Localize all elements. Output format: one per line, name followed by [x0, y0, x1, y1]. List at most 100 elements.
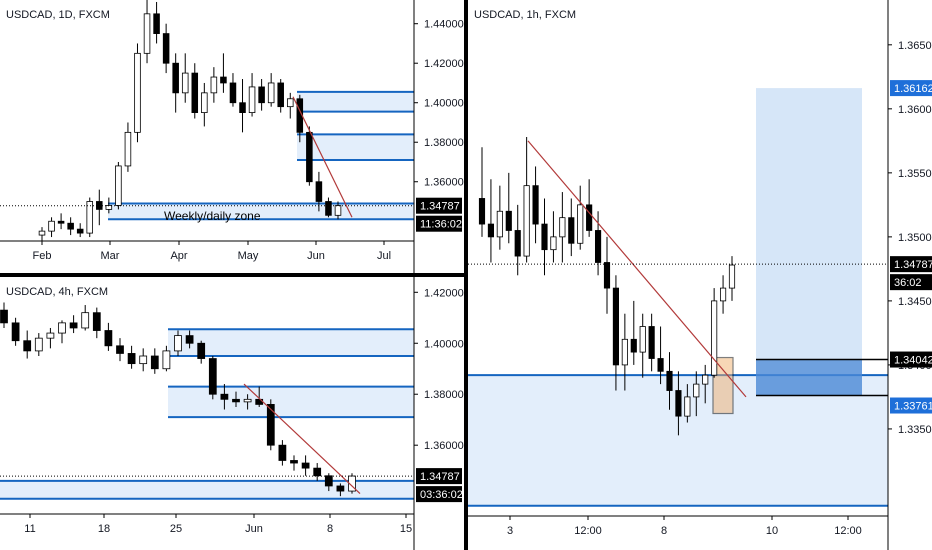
daily-chart-panel[interactable]: Weekly/daily zone 1.44000 1.42000 1.40000 1.… [0, 0, 464, 274]
trendline [527, 140, 747, 398]
price-tag: 1.34787 [420, 201, 460, 213]
candle-body [220, 76, 227, 84]
vertical-divider[interactable] [464, 0, 468, 550]
h4-chart-panel[interactable]: 1.42000 1.40000 1.38000 1.36000 11 18 25 Jun 8 15… [0, 277, 464, 550]
x-tick-label: 15 [400, 523, 412, 535]
candle-body [139, 355, 148, 365]
candle-body [505, 210, 512, 231]
candle-body [639, 326, 646, 353]
candle-body [586, 204, 593, 231]
trendline [292, 96, 353, 218]
price-axis-bg [414, 277, 464, 550]
y-tick-label: 1.44000 [424, 19, 464, 31]
x-tick-label: Apr [170, 250, 187, 262]
candle-body [143, 13, 151, 54]
target-zone [756, 88, 862, 360]
countdown-tag-bg [890, 274, 932, 291]
h1-chart-panel[interactable]: 1.36500 1.36000 1.35500 1.35000 1.34500 1.340… [468, 0, 932, 550]
candle-body [232, 398, 240, 403]
candle-body [711, 300, 718, 376]
x-tick-label: 8 [661, 525, 667, 537]
candle-body [201, 92, 208, 113]
candle-body [630, 338, 637, 353]
candle-body [267, 82, 275, 104]
candle-body [197, 342, 206, 359]
candle-body [76, 228, 84, 234]
candle-body [612, 287, 620, 366]
y-tick-label: 1.34500 [898, 296, 932, 308]
y-tick-label: 1.35000 [898, 232, 932, 244]
y-tick-label: 1.38000 [424, 137, 464, 149]
candle-body [266, 404, 275, 446]
h4-chart-title: USDCAD, 4h, FXCM [6, 286, 109, 298]
candle-body [104, 330, 113, 347]
candle-body [728, 264, 736, 289]
candle-body [277, 82, 284, 108]
zone-annotation: Weekly/daily zone [164, 209, 261, 223]
candle-body [541, 223, 548, 251]
h4-chart[interactable]: 1.42000 1.40000 1.38000 1.36000 11 18 25 Jun 8 15… [0, 277, 464, 550]
candle-body [81, 312, 90, 329]
countdown-tag: 03:36:02 [420, 489, 463, 501]
candle-body [301, 462, 310, 469]
candle-body [478, 198, 486, 225]
target-price-tag-bg [890, 80, 932, 97]
y-tick-label: 1.36000 [424, 177, 464, 189]
candle-body [127, 353, 136, 365]
candle-body [336, 485, 345, 492]
x-tick-label: 12:00 [574, 525, 602, 537]
candle-body [684, 396, 691, 417]
candle-body [23, 340, 32, 352]
candle-body [278, 444, 287, 461]
candle-body [134, 52, 141, 133]
candle-body [58, 322, 66, 334]
daily-chart[interactable]: Weekly/daily zone 1.44000 1.42000 1.40000 1.… [0, 0, 464, 274]
candle-body [57, 220, 65, 224]
zone-band [168, 386, 414, 418]
candle-body [621, 338, 628, 366]
trendline [243, 383, 361, 495]
price-tag: 1.34787 [894, 259, 932, 271]
candle-body [124, 131, 132, 167]
zone-band [0, 480, 414, 499]
candle-body [523, 185, 530, 257]
h1-chart[interactable]: 1.36500 1.36000 1.35500 1.35000 1.34500 1.340… [468, 0, 932, 550]
x-tick-label: 12:00 [834, 525, 862, 537]
horizontal-divider[interactable] [0, 273, 464, 277]
candle-body [243, 398, 252, 403]
x-tick-label: Mar [101, 250, 120, 262]
x-tick-label: Feb [33, 250, 52, 262]
entry-price-tag: 1.34042 [894, 355, 932, 367]
candle-body [162, 350, 171, 370]
candle-body [92, 312, 101, 331]
candle-body [210, 76, 218, 94]
daily-chart-title: USDCAD, 1D, FXCM [6, 9, 110, 21]
price-tag-bg [890, 256, 932, 273]
candle-body [38, 230, 46, 236]
entry-highlight-box [712, 356, 734, 415]
candle-body [69, 322, 78, 329]
stop-price-tag: 1.33761 [894, 401, 932, 413]
candle-body [693, 383, 700, 398]
candle-body [34, 337, 43, 352]
y-tick-label: 1.42000 [424, 58, 464, 70]
zone-band [297, 91, 414, 112]
x-tick-label: Jul [377, 250, 391, 262]
x-tick-label: 25 [170, 523, 182, 535]
x-tick-label: 10 [766, 525, 778, 537]
candle-body [248, 86, 256, 113]
y-tick-label: 1.36000 [898, 104, 932, 116]
y-tick-label: 1.36000 [424, 440, 464, 452]
x-tick-label: May [238, 250, 259, 262]
candle-body [286, 98, 294, 108]
candle-body [290, 460, 298, 464]
candle-body [496, 210, 503, 238]
countdown-tag-bg [416, 215, 462, 232]
candle-body [185, 335, 194, 344]
candle-body [532, 185, 539, 225]
x-tick-label: Jun [245, 523, 263, 535]
y-tick-label: 1.33500 [898, 424, 932, 436]
candle-body [487, 223, 495, 238]
stop-zone [756, 359, 862, 396]
candle-body [559, 217, 566, 238]
